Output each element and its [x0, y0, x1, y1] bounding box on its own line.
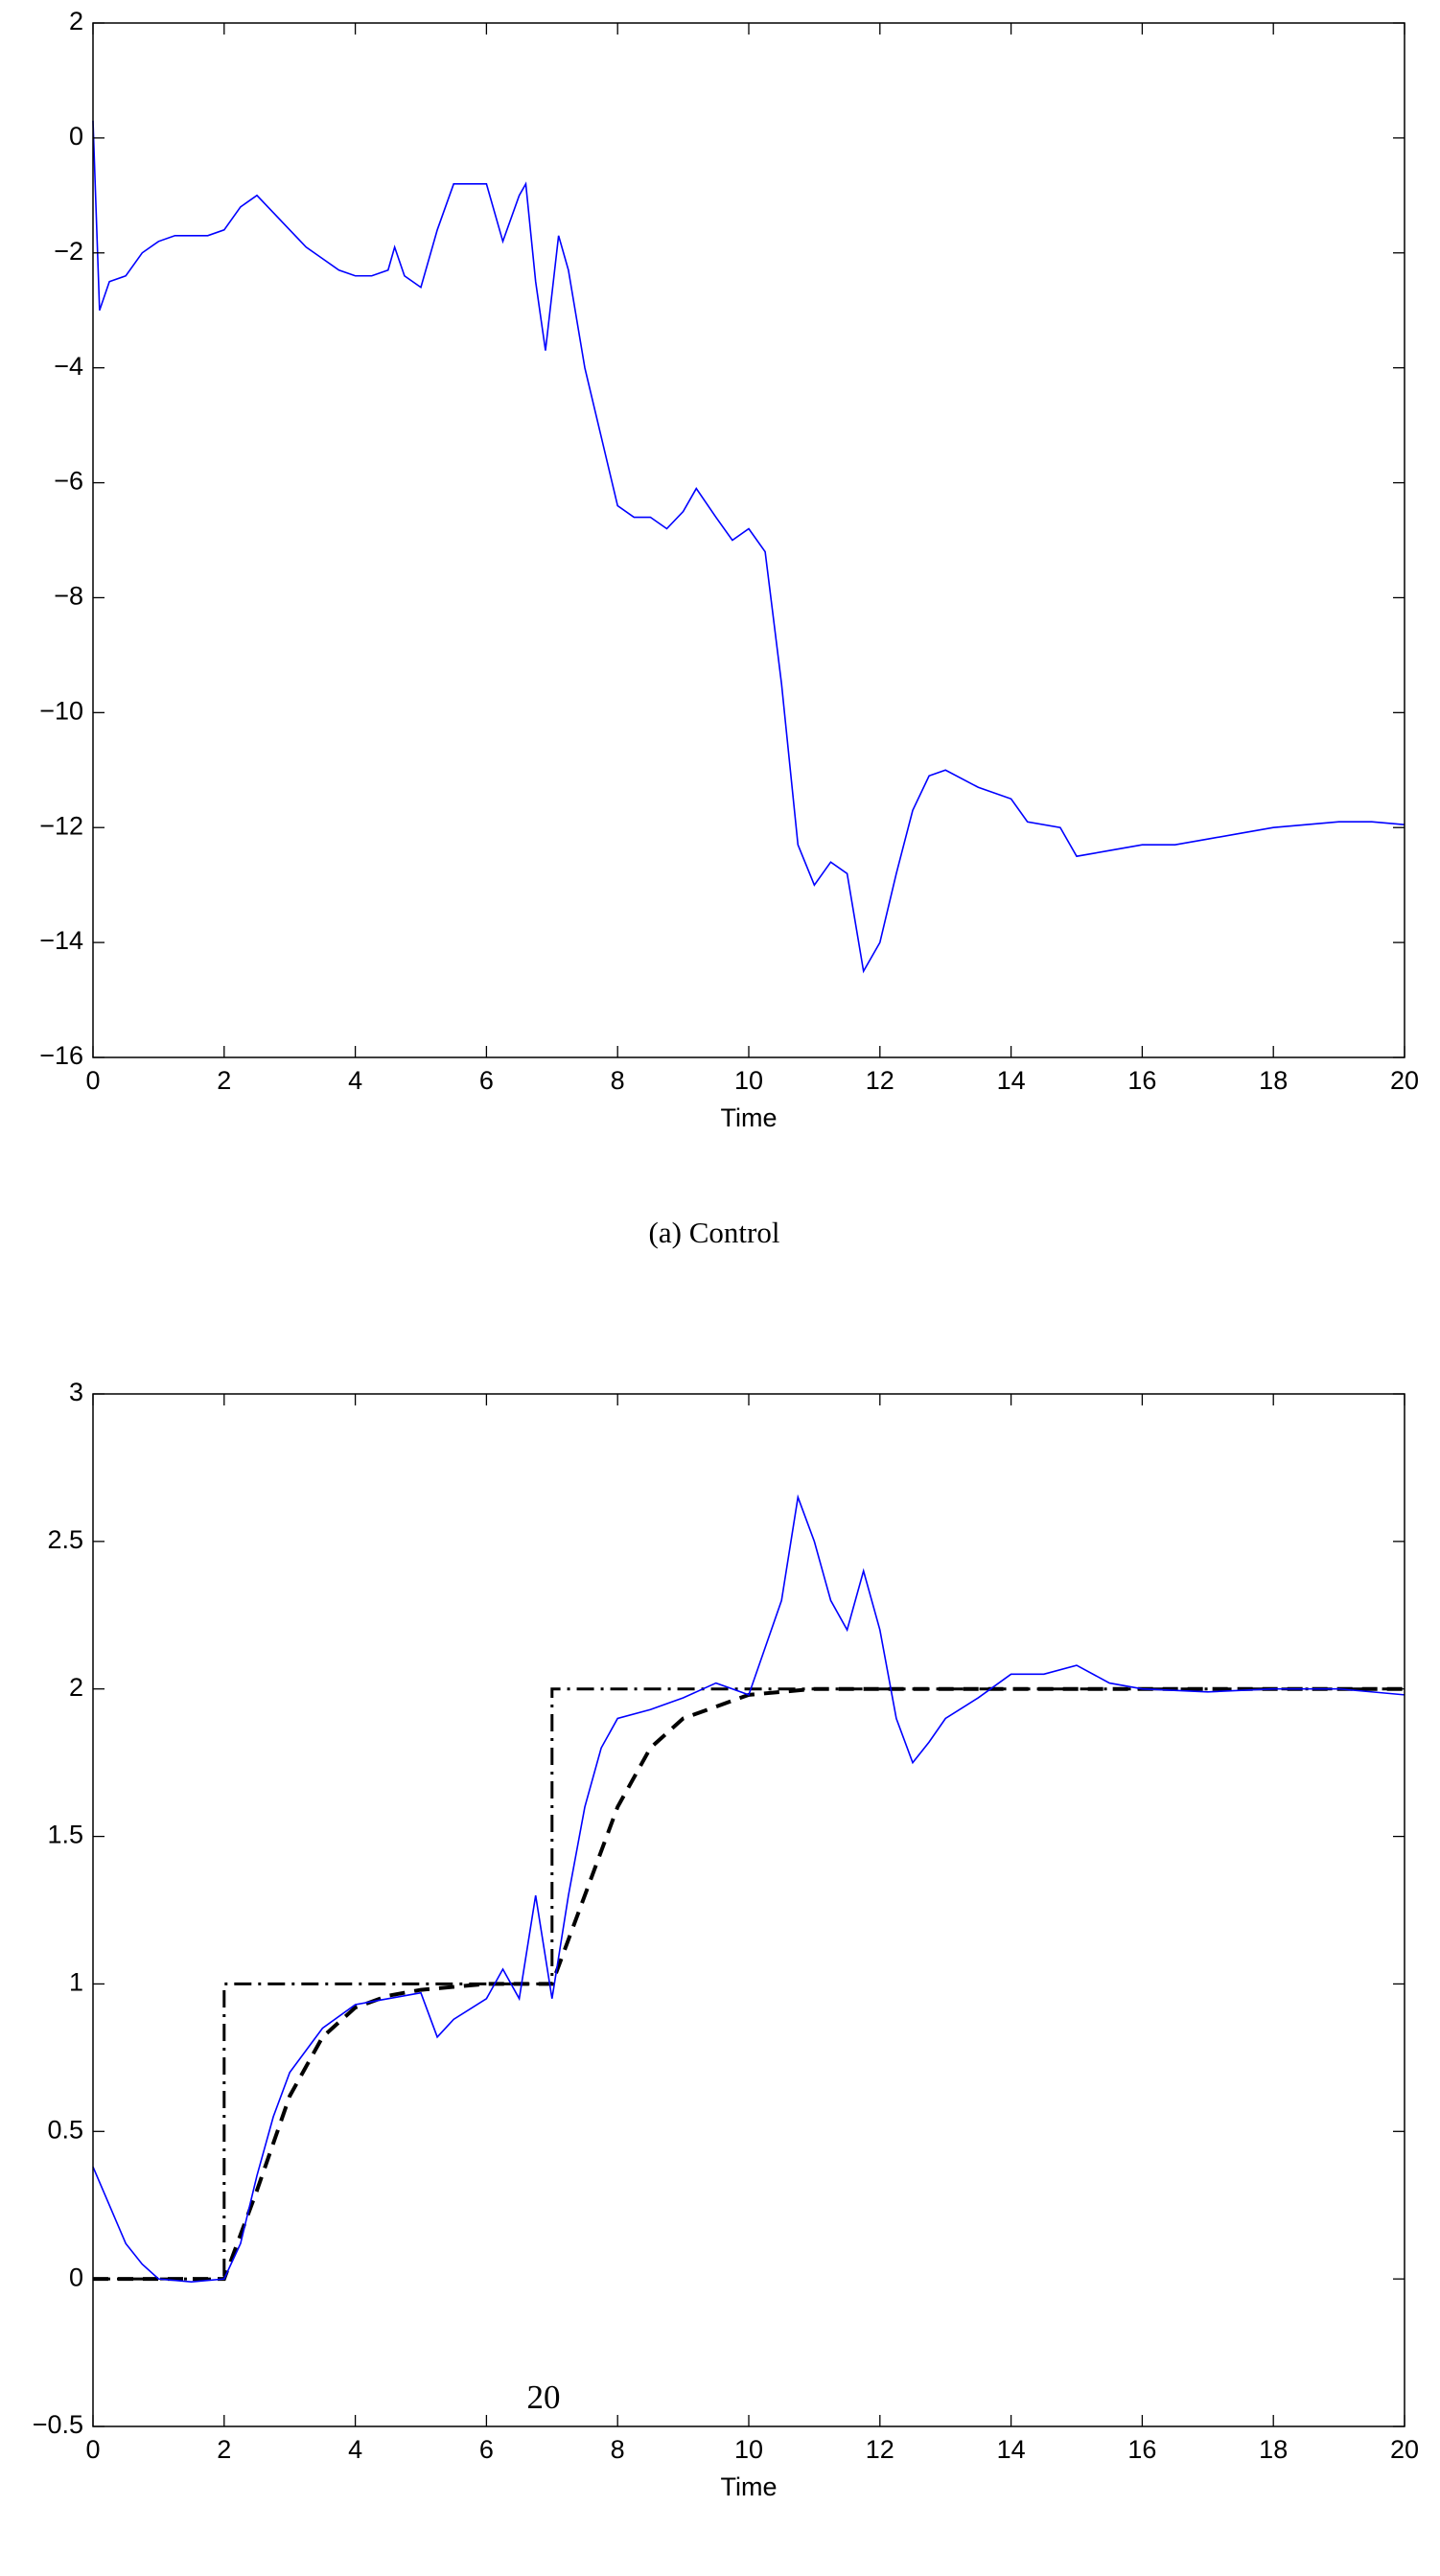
x-tick-label: 8: [611, 2435, 625, 2464]
x-tick-label: 18: [1259, 1066, 1288, 1095]
x-tick-label: 18: [1259, 2435, 1288, 2464]
x-tick-label: 14: [997, 2435, 1026, 2464]
x-tick-label: 14: [997, 1066, 1026, 1095]
x-tick-label: 20: [1390, 2435, 1419, 2464]
x-tick-label: 20: [1390, 1066, 1419, 1095]
y-tick-label: −4: [54, 352, 83, 381]
x-tick-label: 16: [1127, 2435, 1156, 2464]
caption: (a) Control: [649, 1216, 780, 1249]
x-tick-label: 10: [734, 2435, 763, 2464]
y-tick-label: 1: [69, 1968, 83, 1997]
x-tick-label: 6: [479, 2435, 494, 2464]
x-tick-label: 8: [611, 1066, 625, 1095]
data-line: [92, 120, 1405, 974]
page-number: 20: [527, 2379, 561, 2416]
y-tick-label: 0: [69, 122, 83, 151]
y-tick-label: −16: [39, 1041, 83, 1070]
x-tick-label: 4: [348, 2435, 362, 2464]
data-line: [93, 1687, 1405, 2281]
y-tick-label: −6: [54, 467, 83, 496]
plot-frame: [92, 22, 1405, 1058]
y-tick-label: 0: [69, 2263, 83, 2291]
y-tick-label: −2: [54, 237, 83, 266]
y-tick-label: −14: [39, 926, 83, 955]
x-tick-label: 2: [217, 2435, 231, 2464]
x-tick-label: 12: [866, 2435, 894, 2464]
y-tick-label: −0.5: [33, 2410, 83, 2439]
y-tick-label: 2: [69, 1673, 83, 1702]
x-axis-label: Time: [721, 1103, 778, 1132]
y-tick-label: 2.5: [47, 1525, 83, 1554]
x-tick-label: 6: [479, 1066, 494, 1095]
x-tick-label: 10: [734, 1066, 763, 1095]
y-tick-label: −8: [54, 582, 83, 611]
y-tick-label: −10: [39, 696, 83, 725]
x-tick-label: 0: [85, 1066, 100, 1095]
y-tick-label: 0.5: [47, 2115, 83, 2144]
x-tick-label: 0: [85, 2435, 100, 2464]
x-tick-label: 12: [866, 1066, 894, 1095]
y-tick-label: −12: [39, 811, 83, 840]
x-tick-label: 16: [1127, 1066, 1156, 1095]
data-line: [92, 1494, 1405, 2284]
plot-frame: [92, 1393, 1405, 2427]
x-tick-label: 4: [348, 1066, 362, 1095]
x-axis-label: Time: [721, 2472, 778, 2501]
x-tick-label: 2: [217, 1066, 231, 1095]
data-line: [93, 1686, 1405, 2282]
y-tick-label: 1.5: [47, 1821, 83, 1849]
y-tick-label: 2: [69, 7, 83, 35]
y-tick-label: 3: [69, 1378, 83, 1406]
